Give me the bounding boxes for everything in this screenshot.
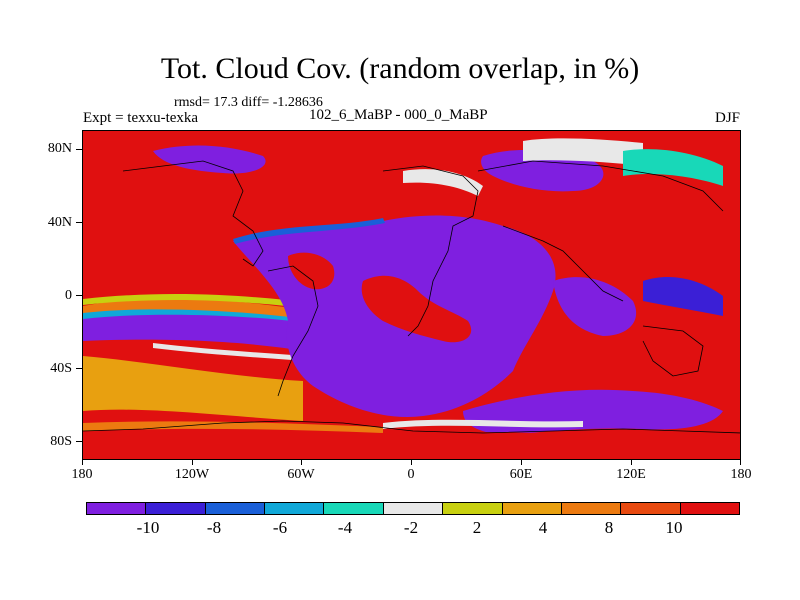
colorbar-label: 2: [472, 518, 482, 537]
stats-label: rmsd= 17.3 diff= -1.28636: [174, 95, 323, 110]
lon-tick: [301, 460, 302, 465]
red-blob-south-america: [288, 252, 335, 290]
purple-maritime: [643, 276, 723, 316]
coastlines: [83, 160, 740, 434]
lon-label-120e: 120E: [616, 467, 646, 482]
map-title: Tot. Cloud Cov. (random overlap, in %): [160, 52, 640, 85]
lat-tick: [76, 295, 82, 296]
cyan-northeast: [623, 149, 723, 186]
period-label: 102_6_MaBP - 000_0_MaBP: [309, 107, 488, 123]
lon-label-180e: 180: [730, 467, 752, 482]
season-label: DJF: [714, 110, 740, 126]
colorbar-box: [265, 503, 325, 514]
colorbar-box: [621, 503, 681, 514]
purple-north-america: [153, 145, 266, 174]
red-antarctic: [83, 428, 740, 459]
purple-southern-ocean: [463, 389, 723, 436]
lon-label-180w: 180: [71, 467, 93, 482]
cloud-cover-map: [83, 138, 740, 459]
colorbar-box: [383, 503, 444, 514]
map-panel: [82, 130, 741, 460]
white-north-asia: [523, 138, 643, 166]
lat-tick: [76, 222, 82, 223]
lon-label-120w: 120W: [174, 467, 210, 482]
lon-tick: [411, 460, 412, 465]
colorbar-box: [502, 503, 562, 514]
lat-label-80n: 80N: [47, 141, 72, 156]
colorbar-box: [443, 503, 503, 514]
lon-tick: [631, 460, 632, 465]
lon-tick: [192, 460, 193, 465]
yellow-streak-1: [83, 294, 313, 309]
blue-edge-pacific: [83, 309, 301, 322]
colorbar-box: [87, 503, 147, 514]
lat-tick: [76, 149, 82, 150]
lon-tick: [521, 460, 522, 465]
orange-antarctic: [83, 421, 383, 433]
lat-label-40s: 40S: [50, 361, 72, 376]
colorbar-box: [205, 503, 266, 514]
lon-label-0: 0: [407, 467, 415, 482]
colorbar-label: -8: [206, 518, 222, 537]
colorbar-label: 10: [665, 518, 683, 537]
colorbar-label: -10: [136, 518, 160, 537]
lat-tick: [76, 368, 82, 369]
white-southern-ocean: [383, 419, 583, 429]
lon-tick: [740, 460, 741, 465]
lat-label-80s: 80S: [50, 434, 72, 449]
colorbar: [86, 502, 740, 515]
colorbar-box: [680, 503, 739, 514]
purple-indian-ocean: [553, 277, 637, 336]
colorbar-label: -6: [272, 518, 288, 537]
white-streak-1: [153, 343, 308, 361]
lat-tick: [76, 441, 82, 442]
orange-band-south: [83, 356, 303, 421]
red-blob-central: [361, 275, 472, 343]
colorbar-label: -4: [337, 518, 353, 537]
colorbar-box: [146, 503, 206, 514]
lon-label-60e: 60E: [509, 467, 533, 482]
colorbar-label: 4: [538, 518, 548, 537]
blue-fringe-atlantic: [233, 218, 385, 244]
colorbar-label: 8: [604, 518, 614, 537]
experiment-label: Expt = texxu-texka: [83, 110, 199, 126]
colorbar-box: [561, 503, 622, 514]
colorbar-box: [324, 503, 384, 514]
lat-label-0: 0: [65, 288, 72, 303]
purple-band-pacific: [83, 312, 336, 356]
lat-label-40n: 40N: [47, 215, 72, 230]
white-north-africa: [403, 169, 483, 196]
lon-label-60w: 60W: [287, 467, 315, 482]
lon-tick: [82, 460, 83, 465]
colorbar-label: -2: [403, 518, 419, 537]
